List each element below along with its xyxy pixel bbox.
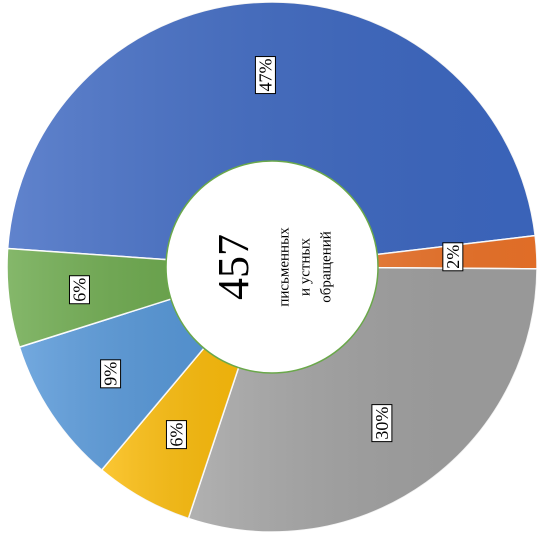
data-label: 47% [254,56,276,95]
data-label-text: 30% [372,407,392,440]
label-box [442,242,464,272]
label-box [100,359,122,389]
center: 457 письменных и устных обращений [165,160,379,374]
data-label: 6% [165,420,187,450]
data-label-text: 9% [101,362,121,386]
total-label: письменных [276,227,292,307]
data-label-text: 6% [166,423,186,447]
data-label: 2% [442,242,464,272]
data-label-text: 47% [255,59,275,92]
label-box [254,56,276,95]
data-label: 9% [100,359,122,389]
label-box [165,420,187,450]
label-box [68,275,90,305]
data-label: 30% [371,404,393,443]
data-label-text: 2% [443,245,463,269]
data-label-text: 6% [69,278,89,302]
center-circle [165,160,379,374]
total-label: и устных [297,237,313,296]
labels: 47% 2% 30% 6% 9% 6% [68,56,464,450]
data-label: 6% [68,275,90,305]
total: 457 [209,234,258,300]
total-label: обращений [318,231,334,303]
label-box [371,404,393,443]
